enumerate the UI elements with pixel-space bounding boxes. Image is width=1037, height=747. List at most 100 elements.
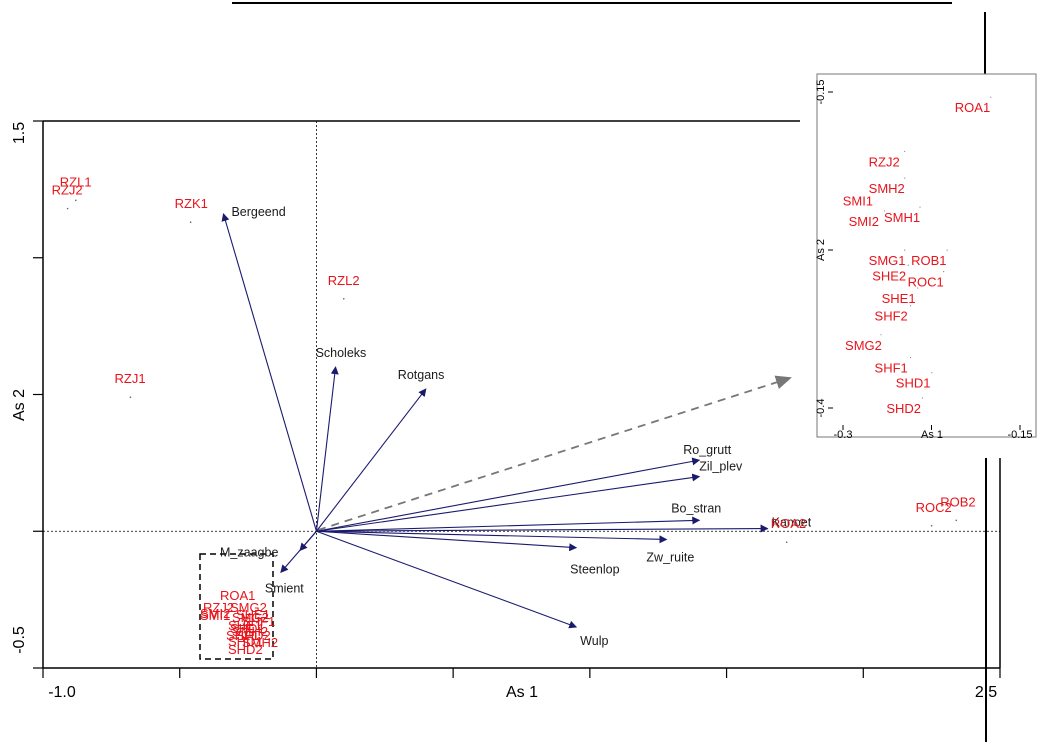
cluster-label-overlap: SHE1 (236, 607, 270, 622)
cluster-label: SMI1 (200, 608, 230, 623)
inset-point (990, 96, 992, 98)
cluster-label: ROA1 (220, 588, 255, 603)
sample-point (955, 519, 958, 522)
inset-point (909, 356, 912, 359)
inset-point (946, 249, 948, 251)
species-label: Smient (265, 581, 304, 595)
sample-label: RZK1 (175, 196, 208, 211)
x-tick-label-max: 2.5 (975, 684, 997, 701)
inset-point (880, 334, 882, 336)
cluster-label: SMI2 (200, 606, 230, 621)
species-vector (280, 530, 317, 574)
inset-sample-label: SMH1 (884, 210, 920, 225)
inset-point (904, 249, 906, 251)
inset-point (943, 271, 945, 273)
inset-point (931, 372, 933, 374)
species-label: M_zaagbe (220, 545, 278, 559)
inset-sample-label: SMI2 (849, 214, 879, 229)
inset-sample-label: SMI1 (843, 194, 873, 209)
cluster-box (199, 553, 274, 660)
sample-label: RZL2 (328, 273, 360, 288)
inset-sample-label: RZJ2 (869, 155, 900, 170)
inset-axis-ticks (828, 91, 1021, 430)
species-vector (315, 366, 339, 532)
species-vector (316, 524, 769, 533)
species-label: Wulp (580, 634, 608, 648)
cluster-label: SHE1 (228, 618, 262, 633)
y-tick-label-min: -0.5 (11, 626, 28, 654)
inset-point (904, 150, 906, 153)
sample-point (930, 524, 933, 527)
inset-sample-label: SHE1 (882, 291, 916, 306)
inset-sample-label: SHD2 (886, 401, 921, 416)
inset-sample-label: SMH2 (869, 181, 905, 196)
cluster-label-overlap: SHD2 (236, 628, 271, 643)
cluster-label-overlap: SHF1 (242, 614, 275, 629)
species-vector (316, 457, 701, 532)
inset-y-tick-max: -0.15 (815, 79, 827, 104)
cluster-label: SMG2 (232, 610, 269, 625)
cluster-label: SHD1 (228, 634, 263, 649)
species-label: Zw_ruite (646, 550, 694, 564)
inset-sample-label: ROA1 (955, 100, 990, 115)
cluster-label: SHD2 (228, 642, 263, 657)
zoom-indicator-arrow (317, 375, 792, 531)
species-vector (315, 388, 427, 532)
sample-point (785, 541, 788, 543)
sample-point (189, 221, 192, 223)
inset-sample-label: SHF2 (875, 309, 908, 324)
zero-reference-lines (43, 121, 1000, 668)
inset-x-tick-max: -0.15 (1007, 429, 1032, 441)
y-axis-title: As 2 (11, 389, 28, 421)
cluster-label: SHF1 (226, 628, 259, 643)
inset-sample-label: ROB1 (911, 253, 946, 268)
inset-point (909, 305, 912, 307)
inset-sample-label: SMG1 (869, 253, 906, 268)
inset-sample-label: SMG2 (845, 338, 882, 353)
species-label: Scholeks (316, 346, 367, 360)
species-vectors: Bergeend Scholeks Rotgans Ro_grutt Zil_plev B… (220, 205, 812, 648)
y-tick-label-max: 1.5 (11, 122, 28, 144)
cluster-label-overlap: SHD1 (230, 621, 265, 636)
cluster-label: SMH2 (232, 624, 268, 639)
species-vector (316, 530, 578, 552)
cluster-label-overlap: SMH2 (242, 635, 278, 650)
sample-point (342, 297, 345, 300)
inset-point (919, 206, 921, 208)
species-vector (316, 473, 701, 532)
species-label: Bo_stran (671, 501, 721, 515)
sample-point (75, 199, 77, 202)
species-label: Kanoet (772, 516, 812, 530)
inset-point (884, 210, 886, 212)
species-label: Steenlop (570, 563, 619, 577)
cluster-label-overlap: SMG2 (230, 600, 267, 615)
sample-point (66, 207, 69, 210)
sample-label: ROC2 (916, 500, 952, 515)
species-vector (316, 530, 668, 544)
axis-ticks (33, 120, 1001, 678)
inset-y-tick-min: -0.4 (815, 399, 827, 418)
inset-sample-label: SHE2 (872, 268, 906, 283)
species-label: Zil_plev (699, 460, 743, 474)
inset-point (907, 264, 909, 266)
sample-label: ROB2 (940, 494, 975, 509)
inset-y-axis-title: As 2 (815, 239, 827, 261)
x-axis-title: As 1 (506, 684, 538, 701)
inset-sample-label: SHD1 (896, 376, 931, 391)
inset-sample-label: SHF1 (875, 361, 908, 376)
species-vector (221, 213, 317, 532)
sample-label: RZL1 (60, 174, 92, 189)
inset-frame (816, 73, 1037, 438)
inset-point (904, 177, 906, 179)
sample-label: ROA2 (771, 516, 806, 531)
sample-point (129, 396, 132, 399)
inset-sample-label: ROC1 (908, 275, 944, 290)
species-label: Bergeend (231, 205, 285, 219)
sample-label: RZJ2 (52, 183, 83, 198)
species-vector (316, 530, 578, 629)
